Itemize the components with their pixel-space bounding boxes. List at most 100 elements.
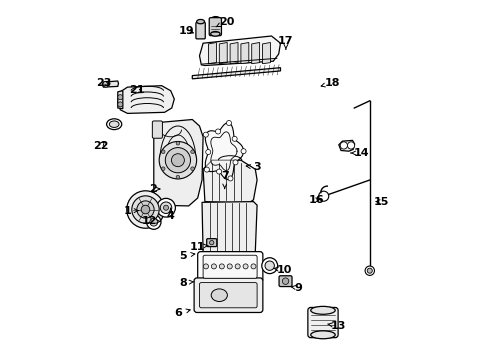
Text: 20: 20 (216, 17, 234, 27)
Circle shape (264, 261, 274, 270)
Text: 10: 10 (273, 265, 291, 275)
FancyBboxPatch shape (206, 239, 216, 247)
FancyBboxPatch shape (196, 22, 205, 39)
Ellipse shape (210, 17, 220, 23)
Circle shape (171, 154, 184, 167)
Circle shape (165, 148, 190, 173)
Text: 11: 11 (189, 242, 208, 252)
Circle shape (366, 268, 371, 273)
FancyBboxPatch shape (279, 276, 291, 287)
Circle shape (226, 121, 231, 126)
Polygon shape (208, 42, 216, 64)
Circle shape (176, 175, 179, 179)
Circle shape (250, 264, 256, 269)
Circle shape (347, 142, 354, 149)
Circle shape (161, 167, 165, 171)
Circle shape (219, 264, 224, 269)
Circle shape (118, 95, 122, 100)
Circle shape (203, 132, 208, 137)
Text: 12: 12 (141, 216, 160, 226)
Text: 7: 7 (221, 171, 228, 188)
Circle shape (103, 81, 108, 87)
Circle shape (161, 150, 165, 153)
Text: 13: 13 (327, 321, 345, 331)
Polygon shape (192, 68, 280, 79)
Circle shape (241, 149, 245, 154)
Circle shape (318, 191, 328, 201)
Polygon shape (118, 91, 122, 109)
Text: 8: 8 (179, 278, 194, 288)
Text: 17: 17 (278, 36, 293, 49)
Circle shape (211, 264, 216, 269)
Circle shape (261, 258, 277, 274)
Text: 2: 2 (148, 184, 160, 194)
Circle shape (176, 141, 179, 145)
Polygon shape (102, 81, 118, 87)
Polygon shape (251, 42, 259, 64)
Polygon shape (338, 140, 354, 151)
Ellipse shape (210, 31, 220, 36)
Polygon shape (118, 86, 174, 113)
Circle shape (141, 205, 149, 214)
FancyBboxPatch shape (203, 255, 257, 278)
Circle shape (190, 150, 194, 153)
Circle shape (215, 129, 220, 134)
Circle shape (232, 136, 237, 141)
Ellipse shape (310, 306, 335, 314)
Circle shape (159, 141, 196, 179)
Polygon shape (241, 42, 248, 64)
Circle shape (216, 169, 221, 174)
Polygon shape (202, 202, 257, 256)
Circle shape (227, 176, 232, 181)
FancyBboxPatch shape (209, 18, 221, 36)
Text: 23: 23 (96, 78, 112, 88)
Circle shape (160, 202, 171, 213)
FancyBboxPatch shape (307, 307, 337, 338)
Circle shape (235, 264, 240, 269)
Text: 1: 1 (123, 206, 138, 216)
FancyBboxPatch shape (197, 252, 263, 282)
Circle shape (243, 264, 247, 269)
Text: 22: 22 (93, 141, 108, 151)
Text: 19: 19 (179, 26, 194, 36)
Circle shape (203, 264, 208, 269)
Circle shape (126, 191, 164, 228)
FancyBboxPatch shape (152, 121, 162, 138)
Polygon shape (199, 36, 280, 66)
Circle shape (132, 196, 159, 223)
Circle shape (282, 278, 288, 284)
Polygon shape (219, 42, 227, 64)
Circle shape (227, 264, 232, 269)
Ellipse shape (196, 19, 204, 24)
Polygon shape (262, 42, 270, 64)
Text: 3: 3 (245, 162, 261, 172)
Ellipse shape (310, 331, 335, 339)
Polygon shape (203, 160, 257, 203)
Polygon shape (153, 120, 203, 206)
Circle shape (146, 215, 161, 229)
FancyBboxPatch shape (194, 278, 263, 312)
Circle shape (163, 205, 168, 210)
Circle shape (190, 167, 194, 171)
Text: 6: 6 (174, 308, 190, 318)
Text: 15: 15 (373, 197, 388, 207)
Ellipse shape (109, 121, 119, 127)
Circle shape (340, 142, 347, 149)
Text: 9: 9 (291, 283, 302, 293)
Circle shape (118, 102, 122, 107)
Text: 16: 16 (308, 195, 324, 205)
Text: 4: 4 (166, 208, 174, 221)
Circle shape (156, 198, 175, 217)
Circle shape (232, 160, 238, 165)
Text: 18: 18 (321, 78, 340, 88)
Ellipse shape (211, 289, 227, 302)
Circle shape (365, 266, 374, 275)
Circle shape (204, 167, 209, 172)
Text: 21: 21 (128, 85, 144, 95)
Ellipse shape (106, 119, 122, 130)
Circle shape (209, 240, 213, 245)
Circle shape (149, 218, 158, 226)
Circle shape (137, 201, 154, 218)
Text: 5: 5 (179, 251, 194, 261)
FancyBboxPatch shape (199, 283, 257, 308)
